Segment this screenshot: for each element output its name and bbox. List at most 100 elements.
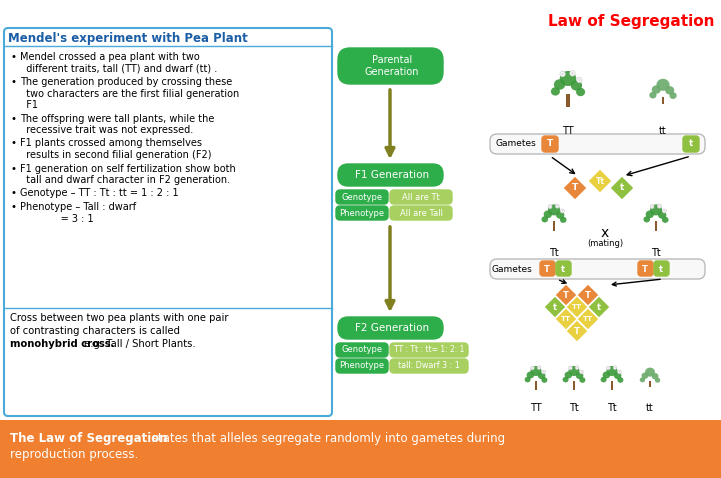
Text: Cross between two pea plants with one pair: Cross between two pea plants with one pa… bbox=[10, 313, 229, 323]
Circle shape bbox=[578, 79, 580, 81]
Text: Phenotype: Phenotype bbox=[340, 361, 384, 370]
Text: Phenotype – Tall : dwarf: Phenotype – Tall : dwarf bbox=[20, 202, 136, 212]
Ellipse shape bbox=[614, 372, 622, 379]
Circle shape bbox=[531, 367, 534, 369]
Ellipse shape bbox=[670, 92, 677, 99]
Text: two characters are the first filial generation: two characters are the first filial gene… bbox=[20, 88, 239, 98]
Text: tall: Dwarf 3 : 1: tall: Dwarf 3 : 1 bbox=[398, 361, 460, 370]
Ellipse shape bbox=[562, 377, 569, 382]
Text: T: T bbox=[574, 326, 580, 336]
Circle shape bbox=[557, 205, 558, 207]
Circle shape bbox=[570, 367, 571, 369]
Text: t: t bbox=[561, 264, 565, 273]
Text: states that alleles segregate randomly into gametes during: states that alleles segregate randomly i… bbox=[148, 432, 505, 445]
Ellipse shape bbox=[531, 366, 541, 376]
Ellipse shape bbox=[642, 372, 648, 379]
Ellipse shape bbox=[576, 372, 583, 379]
Polygon shape bbox=[588, 296, 610, 318]
Text: F1: F1 bbox=[20, 100, 38, 110]
Text: Genotype: Genotype bbox=[342, 346, 383, 355]
Ellipse shape bbox=[643, 216, 650, 222]
Text: tall and dwarf character in F2 generation.: tall and dwarf character in F2 generatio… bbox=[20, 175, 230, 185]
Polygon shape bbox=[610, 176, 634, 200]
Text: F1 plants crossed among themselves: F1 plants crossed among themselves bbox=[20, 139, 202, 149]
Text: F1 Generation: F1 Generation bbox=[355, 170, 429, 180]
Text: Mendel crossed a pea plant with two: Mendel crossed a pea plant with two bbox=[20, 52, 200, 62]
Text: •: • bbox=[10, 139, 16, 149]
FancyBboxPatch shape bbox=[683, 136, 699, 152]
Ellipse shape bbox=[617, 377, 624, 383]
Text: T: T bbox=[544, 264, 550, 273]
Bar bbox=[572, 381, 575, 390]
Polygon shape bbox=[563, 176, 587, 200]
Circle shape bbox=[575, 366, 579, 369]
Text: TT: TT bbox=[530, 403, 541, 413]
Circle shape bbox=[663, 209, 666, 213]
Text: Law of Segregation: Law of Segregation bbox=[549, 14, 715, 29]
Text: •: • bbox=[10, 52, 16, 62]
Bar bbox=[611, 381, 613, 390]
Polygon shape bbox=[577, 308, 599, 330]
Text: of contrasting characters is called: of contrasting characters is called bbox=[10, 326, 180, 336]
Text: Tt: Tt bbox=[651, 248, 661, 258]
Text: results in second filial generation (F2): results in second filial generation (F2) bbox=[20, 150, 211, 160]
FancyBboxPatch shape bbox=[336, 206, 388, 220]
FancyBboxPatch shape bbox=[490, 134, 705, 154]
FancyBboxPatch shape bbox=[338, 48, 443, 84]
Text: = 3 : 1: = 3 : 1 bbox=[20, 214, 94, 224]
Ellipse shape bbox=[655, 378, 660, 383]
Polygon shape bbox=[544, 296, 566, 318]
Text: Mendel's experiment with Pea Plant: Mendel's experiment with Pea Plant bbox=[8, 32, 248, 45]
Circle shape bbox=[560, 209, 565, 213]
Text: reproduction process.: reproduction process. bbox=[10, 448, 138, 461]
Polygon shape bbox=[588, 169, 612, 193]
Circle shape bbox=[548, 205, 552, 208]
Text: Tt: Tt bbox=[607, 403, 617, 413]
Text: t: t bbox=[689, 140, 693, 149]
FancyBboxPatch shape bbox=[390, 359, 468, 373]
Circle shape bbox=[613, 366, 616, 369]
FancyBboxPatch shape bbox=[390, 343, 468, 357]
FancyBboxPatch shape bbox=[542, 136, 558, 152]
Ellipse shape bbox=[652, 373, 658, 380]
Text: tt: tt bbox=[646, 403, 654, 413]
Text: (mating): (mating) bbox=[587, 239, 623, 248]
Text: •: • bbox=[10, 202, 16, 212]
FancyBboxPatch shape bbox=[654, 261, 669, 276]
FancyBboxPatch shape bbox=[390, 190, 452, 204]
Ellipse shape bbox=[665, 86, 674, 95]
Circle shape bbox=[580, 371, 583, 373]
Circle shape bbox=[555, 204, 559, 208]
Circle shape bbox=[577, 77, 582, 83]
Text: TT: TT bbox=[561, 316, 571, 322]
Circle shape bbox=[614, 367, 616, 369]
Circle shape bbox=[562, 210, 563, 212]
Text: TT: TT bbox=[583, 316, 593, 322]
Ellipse shape bbox=[544, 210, 552, 218]
Text: t: t bbox=[597, 303, 601, 312]
Text: t: t bbox=[553, 303, 557, 312]
Circle shape bbox=[576, 367, 578, 369]
Ellipse shape bbox=[650, 205, 662, 216]
Circle shape bbox=[541, 370, 545, 374]
Circle shape bbox=[606, 366, 610, 370]
Ellipse shape bbox=[601, 377, 606, 382]
Text: e.g. Tall / Short Plants.: e.g. Tall / Short Plants. bbox=[81, 339, 195, 349]
Text: different traits, tall (TT) and dwarf (tt) .: different traits, tall (TT) and dwarf (t… bbox=[20, 64, 217, 74]
Text: •: • bbox=[10, 163, 16, 174]
Text: TT: TT bbox=[572, 304, 582, 310]
Polygon shape bbox=[555, 308, 577, 330]
Text: tt: tt bbox=[659, 126, 667, 136]
Circle shape bbox=[560, 71, 565, 76]
Ellipse shape bbox=[556, 211, 565, 219]
Ellipse shape bbox=[526, 371, 534, 379]
Text: All are Tall: All are Tall bbox=[399, 208, 443, 217]
Ellipse shape bbox=[606, 366, 617, 376]
Text: Gametes: Gametes bbox=[492, 264, 533, 273]
Ellipse shape bbox=[646, 210, 654, 218]
FancyBboxPatch shape bbox=[490, 259, 705, 279]
Ellipse shape bbox=[541, 216, 548, 222]
Ellipse shape bbox=[576, 88, 585, 96]
Bar bbox=[655, 221, 658, 231]
FancyBboxPatch shape bbox=[336, 190, 388, 204]
